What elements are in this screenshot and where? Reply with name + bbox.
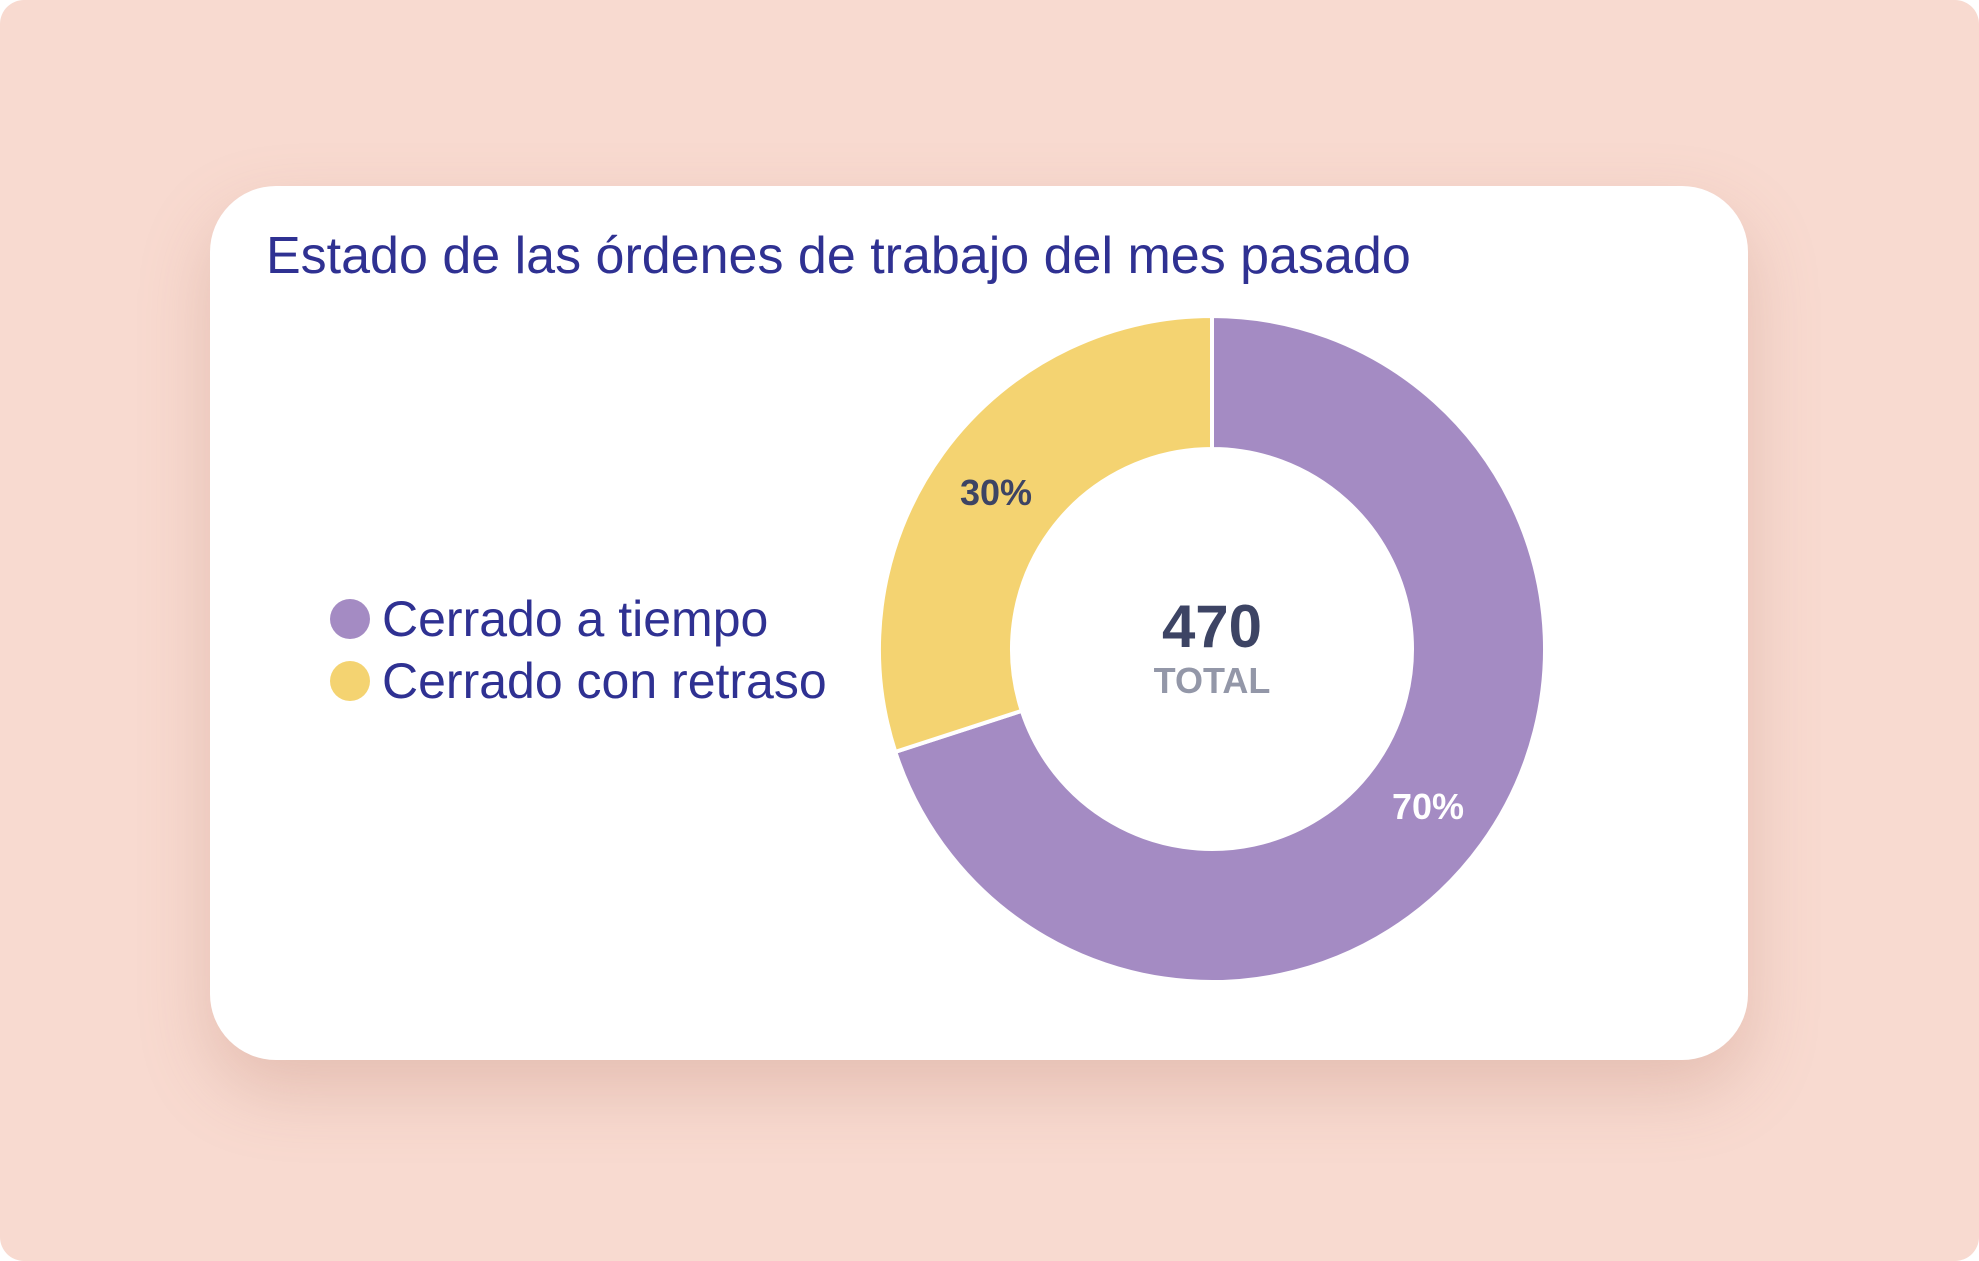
legend-swatch-on-time <box>330 599 370 639</box>
center-total-value: 470 <box>1162 593 1262 660</box>
slice-delayed <box>877 313 1214 755</box>
slice-label-delayed: 30% <box>960 472 1032 513</box>
legend-label-on-time: Cerrado a tiempo <box>382 591 769 647</box>
donut-chart: 70% 30% 470 TOTAL <box>877 313 1547 984</box>
legend: Cerrado a tiempo Cerrado con retraso <box>330 588 827 712</box>
center-total-caption: TOTAL <box>1154 660 1271 701</box>
donut-slices <box>877 313 1547 984</box>
legend-label-delayed: Cerrado con retraso <box>382 653 827 709</box>
donut-slice-labels: 70% 30% <box>960 472 1464 827</box>
slice-label-on-time: 70% <box>1392 786 1464 827</box>
chart-title: Estado de las órdenes de trabajo del mes… <box>266 227 1411 285</box>
legend-swatch-delayed <box>330 661 370 701</box>
chart-card: Estado de las órdenes de trabajo del mes… <box>210 186 1748 1060</box>
slice-on-time <box>892 313 1547 984</box>
legend-item-delayed: Cerrado con retraso <box>330 650 827 712</box>
legend-item-on-time: Cerrado a tiempo <box>330 588 827 650</box>
